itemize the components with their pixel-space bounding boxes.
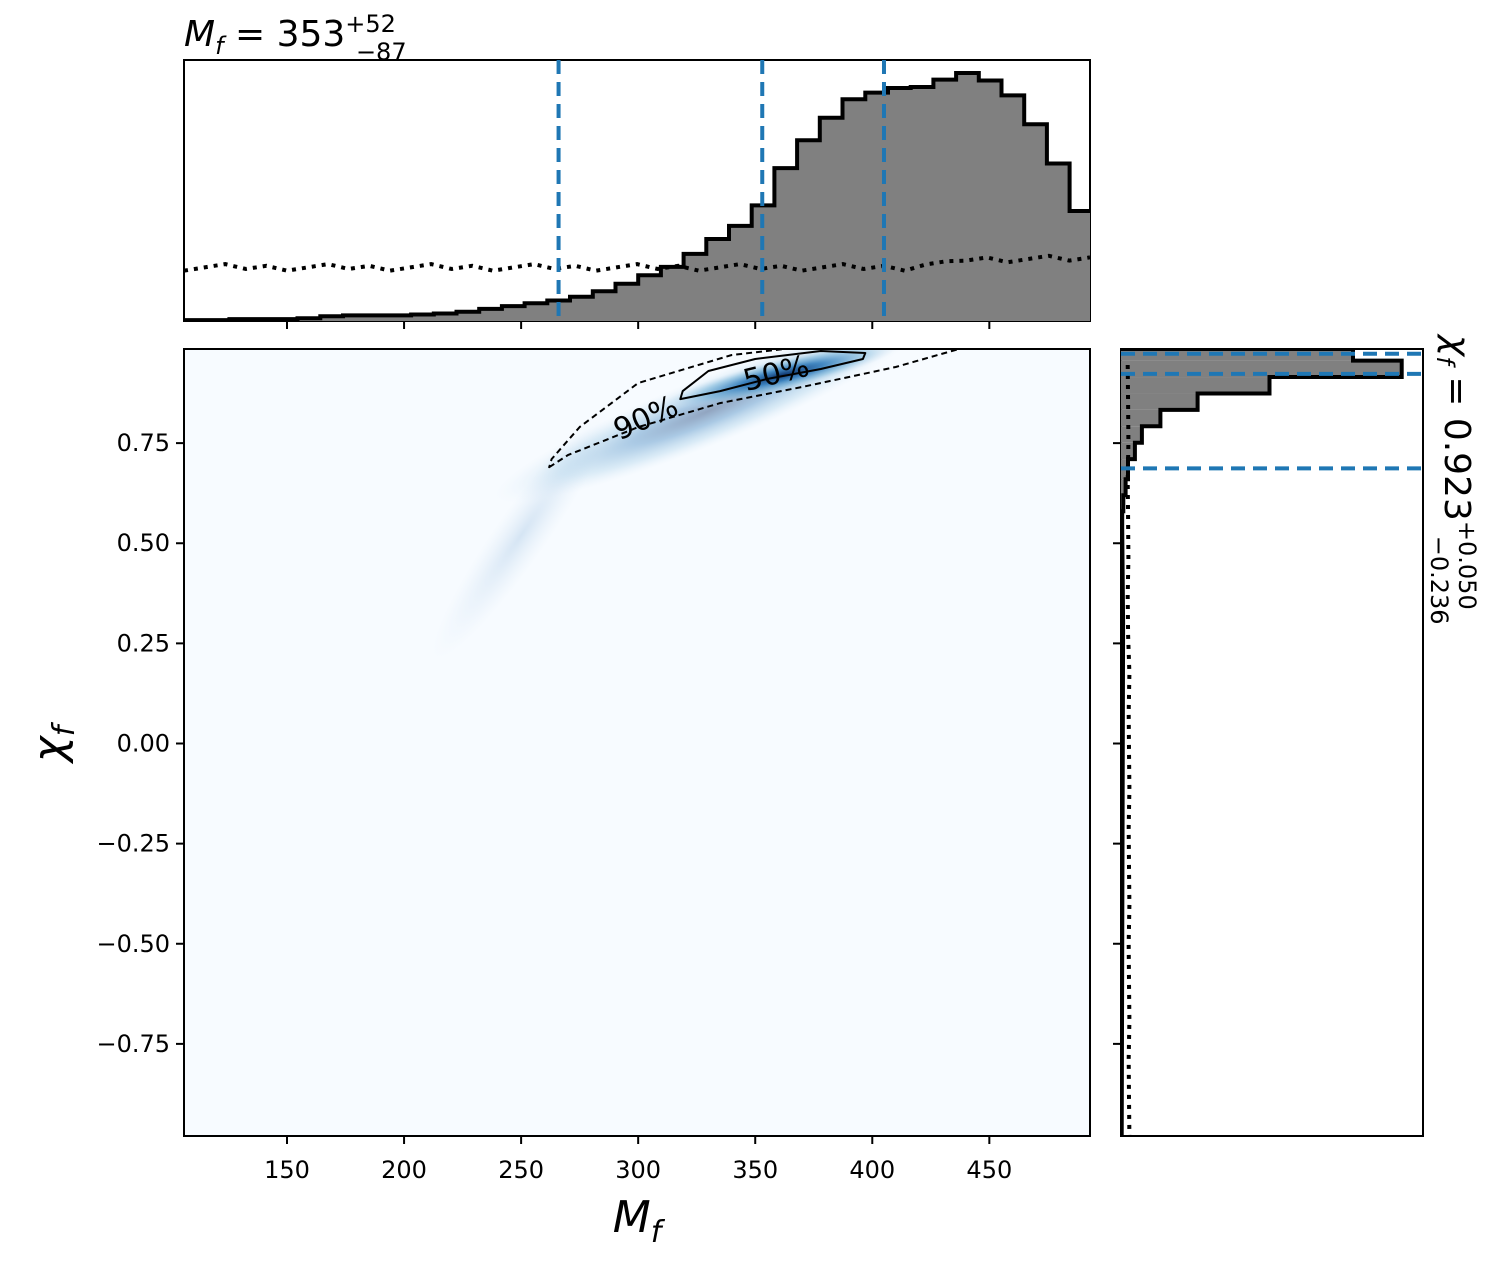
mass-hist-bar (1001, 95, 1025, 321)
spin-hist-bar (1121, 426, 1142, 443)
mass-prior-curve (184, 253, 1090, 273)
y-axis-label: χf (24, 721, 82, 764)
mass-hist-bar (592, 291, 616, 321)
mass-hist-bar (1115, 278, 1138, 321)
spin-marginal-panel (1113, 348, 1424, 1137)
y-tick-label: 0.25 (117, 629, 170, 657)
mass-hist-bar (819, 117, 844, 321)
mass-hist-bar (615, 283, 639, 321)
mass-hist-bar (1024, 124, 1048, 321)
x-tick-label: 300 (615, 1156, 661, 1184)
mass-marginal-panel (183, 59, 1252, 329)
mass-hist-bar (524, 303, 548, 321)
mass-hist-bar (638, 275, 662, 321)
x-axis-label: Mf (613, 1192, 666, 1250)
mass-hist-bar (729, 225, 753, 321)
spin-hist-outline (1121, 349, 1404, 1136)
mass-hist-bar (320, 316, 344, 321)
mass-hist-bar (1183, 317, 1206, 321)
mass-hist-outline (184, 71, 1090, 321)
mass-marginal-plot (184, 60, 1252, 321)
x-tick-label: 450 (966, 1156, 1012, 1184)
mass-hist-bar (456, 311, 480, 321)
mass-hist-bar (774, 168, 798, 321)
mass-hist-bar (388, 315, 412, 321)
mass-hist-bar (570, 296, 594, 321)
y-tick-label: 0.00 (117, 730, 170, 758)
mass-hist-bar (342, 315, 367, 321)
mass-title: Mf = 353+52 −87 (184, 10, 407, 66)
spin-prior-curve (1125, 364, 1132, 1136)
x-tick-label: 350 (732, 1156, 778, 1184)
spin-marginal-ticks (1113, 442, 1121, 1045)
mass-hist-bar (479, 308, 503, 321)
y-tick-label: −0.25 (96, 830, 170, 858)
x-tick-label: 400 (849, 1156, 895, 1184)
x-axis-ticks: 150 200 250 300 350 400 450 (264, 1136, 1012, 1184)
joint-panel: 50%90% 150 200 250 300 350 400 450 0.750.500.2… (24, 348, 1091, 1250)
mass-hist-bar (797, 140, 821, 321)
mass-hist-bar (933, 79, 957, 321)
spin-hist-bar (1121, 479, 1126, 496)
mass-hist-bar (1160, 313, 1183, 321)
mass-hist-bar (433, 313, 458, 321)
y-tick-label: −0.75 (96, 1030, 170, 1058)
y-tick-label: 0.75 (117, 429, 170, 457)
mass-hist-bar (1092, 247, 1115, 321)
mass-hist-bar (887, 87, 912, 321)
joint-background (184, 349, 1090, 1136)
mass-hist-bar (365, 315, 389, 321)
contour-50 (679, 350, 867, 401)
spin-marginal-frame (1120, 348, 1424, 1137)
mass-hist-bar (1046, 163, 1071, 321)
joint-frame (183, 348, 1091, 1137)
mass-hist-bar (683, 253, 707, 321)
spin-hist-bar (1121, 393, 1198, 410)
spin-hist-bar (1121, 442, 1135, 460)
y-tick-label: 0.50 (117, 529, 170, 557)
mass-hist-bar (956, 73, 980, 321)
x-tick-label: 250 (498, 1156, 544, 1184)
mass-hist-bar (842, 99, 866, 321)
density-core (665, 349, 899, 408)
spin-title: χf = 0.923+0.050−0.236 (1425, 333, 1481, 625)
mass-hist-bar (706, 238, 730, 321)
spin-hist-bar (1121, 377, 1270, 394)
mass-hist-bar (411, 314, 435, 321)
x-tick-label: 150 (264, 1156, 310, 1184)
contour-90 (548, 349, 963, 469)
mass-marginal-ticks (286, 321, 991, 329)
mass-hist-bar (1138, 300, 1161, 321)
mass-hist-bar (1229, 320, 1252, 321)
spin-quantile-lines (1121, 351, 1423, 471)
spin-hist-bar (1121, 409, 1161, 427)
x-tick-label: 200 (381, 1156, 427, 1184)
y-tick-label: −0.50 (96, 930, 170, 958)
mass-hist-bar (910, 87, 934, 321)
y-axis-ticks: 0.75 0.50 0.25 0.00 −0.25 −0.50 −0.75 (96, 429, 184, 1058)
mass-hist-bar (978, 80, 1003, 321)
mass-hist-bar (501, 306, 526, 321)
mass-hist-bar (1069, 211, 1090, 321)
mass-hist-bar (1206, 319, 1229, 321)
mass-hist-bar (660, 266, 685, 321)
